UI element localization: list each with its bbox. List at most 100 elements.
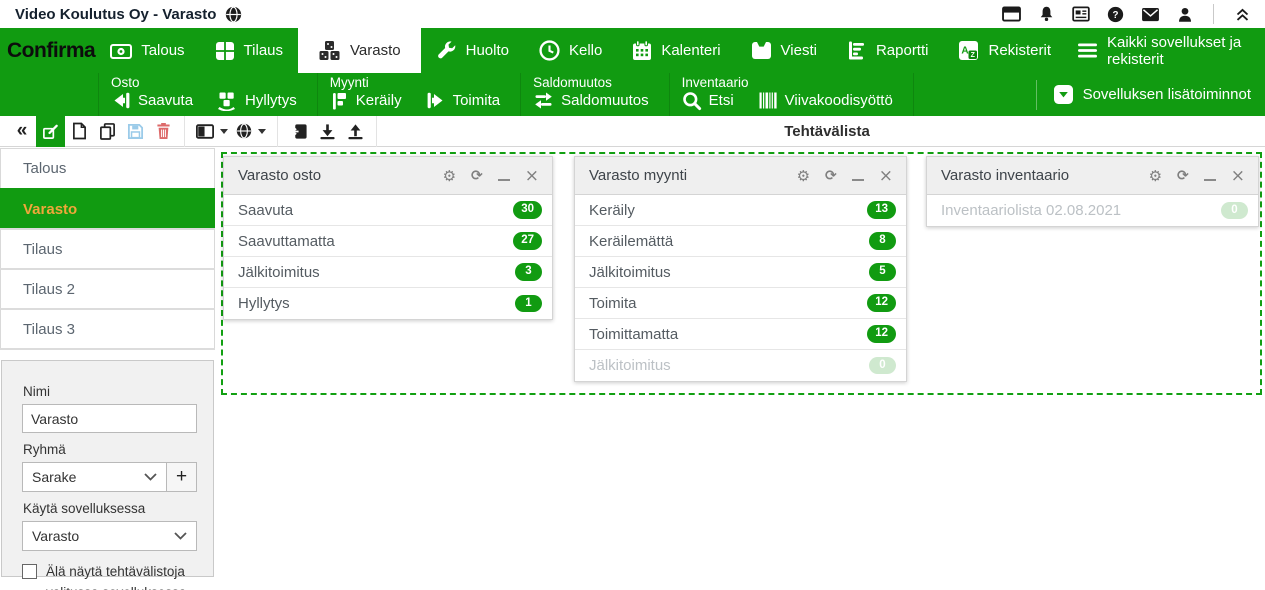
count-badge: 1 <box>515 294 542 313</box>
widget-close-icon[interactable]: × <box>878 165 893 186</box>
group-osto: Osto Saavuta Hyllytys <box>98 73 318 116</box>
action-label: Keräily <box>355 92 402 109</box>
tab-label: Rekisterit <box>988 42 1051 59</box>
user-icon[interactable] <box>1177 6 1193 23</box>
window-icon[interactable] <box>1002 6 1021 22</box>
svg-text:A: A <box>962 46 969 57</box>
task-label: Jälkitoimitus <box>589 357 671 374</box>
toolbar-divider <box>277 115 278 147</box>
tab-talous[interactable]: Talous <box>95 28 199 73</box>
help-icon[interactable]: ? <box>1107 6 1124 23</box>
widget-minimize-icon[interactable] <box>1203 179 1216 181</box>
tab-label: Varasto <box>350 42 401 59</box>
list-item-tilaus[interactable]: Tilaus <box>0 228 215 268</box>
export-card-button[interactable] <box>285 116 313 147</box>
content: Talous Varasto Tilaus Tilaus 2 Tilaus 3 … <box>0 148 1265 590</box>
action-hyllytys[interactable]: Hyllytys <box>217 91 297 111</box>
all-apps-label: Kaikki sovellukset ja rekisterit <box>1107 33 1242 68</box>
list-item-talous[interactable]: Talous <box>0 148 215 188</box>
task-row[interactable]: Toimittamatta 12 <box>575 319 906 350</box>
save-button[interactable] <box>121 116 149 147</box>
app-extra-actions-button[interactable]: Sovelluksen lisätoiminnot <box>1035 79 1265 110</box>
task-row[interactable]: Keräily 13 <box>575 195 906 226</box>
grid-icon <box>215 41 235 61</box>
task-row[interactable]: Saavuttamatta 27 <box>224 226 552 257</box>
dashboard-area: Varasto osto ⚙ ⟳ × Saavuta 30 Saavuttama… <box>218 148 1265 590</box>
layout-columns-button[interactable] <box>192 116 232 147</box>
count-badge: 30 <box>513 201 542 219</box>
widget-settings-icon[interactable]: ⚙ <box>1148 166 1163 185</box>
svg-text:?: ? <box>1113 9 1119 20</box>
task-row[interactable]: Toimita 12 <box>575 288 906 319</box>
task-row[interactable]: Saavuta 30 <box>224 195 552 226</box>
tab-huolto[interactable]: Huolto <box>421 28 524 73</box>
tab-label: Kalenteri <box>661 42 721 59</box>
widget-minimize-icon[interactable] <box>851 179 864 181</box>
task-row[interactable]: Inventaariolista 02.08.2021 0 <box>927 195 1258 226</box>
widget-varasto-myynti: Varasto myynti ⚙ ⟳ × Keräily 13 Keräilem… <box>574 156 907 382</box>
list-item-label: Tilaus 3 <box>23 320 75 338</box>
action-label: Saldomuutos <box>561 92 649 109</box>
task-row[interactable]: Hyllytys 1 <box>224 288 552 319</box>
copy-button[interactable] <box>93 116 121 147</box>
widget-minimize-icon[interactable] <box>497 179 510 181</box>
hamburger-icon <box>1078 42 1097 59</box>
action-keraily[interactable]: Keräily <box>330 91 402 111</box>
more-label: Sovelluksen lisätoiminnot <box>1082 86 1251 103</box>
group-select[interactable]: Sarake <box>22 462 167 492</box>
action-saldomuutos[interactable]: Saldomuutos <box>533 91 649 110</box>
hide-tasklists-checkbox[interactable] <box>22 564 37 579</box>
tab-label: Viesti <box>780 42 817 59</box>
task-row[interactable]: Jälkitoimitus 0 <box>575 350 906 381</box>
collapse-chevrons-icon[interactable] <box>1234 7 1251 22</box>
tab-raportti[interactable]: Raportti <box>832 28 944 73</box>
transfer-arrows-icon <box>533 91 554 110</box>
tab-label: Raportti <box>875 42 929 59</box>
news-icon[interactable] <box>1072 6 1090 22</box>
widget-refresh-icon[interactable]: ⟳ <box>471 167 483 184</box>
widget-refresh-icon[interactable]: ⟳ <box>825 167 837 184</box>
action-toimita[interactable]: Toimita <box>426 91 500 110</box>
collapse-sidebar-button[interactable]: « <box>16 120 28 141</box>
application-select[interactable]: Varasto <box>22 521 197 551</box>
all-apps-button[interactable]: Kaikki sovellukset ja rekisterit <box>1066 28 1265 73</box>
download-button[interactable] <box>313 116 341 147</box>
notifications-bell-icon[interactable] <box>1038 5 1055 23</box>
task-label: Jälkitoimitus <box>238 263 320 281</box>
task-row[interactable]: Keräilemättä 8 <box>575 226 906 257</box>
chevron-down-icon <box>174 532 187 540</box>
edit-button[interactable] <box>36 115 65 147</box>
tab-kello[interactable]: Kello <box>524 28 617 73</box>
upload-button[interactable] <box>341 116 369 147</box>
action-viivakoodisyotto[interactable]: Viivakoodisyöttö <box>758 91 893 110</box>
add-group-button[interactable]: + <box>167 462 197 492</box>
tab-kalenteri[interactable]: Kalenteri <box>617 28 735 73</box>
name-input[interactable] <box>22 404 197 433</box>
tasklist-properties-form: Nimi Ryhmä Sarake + Käytä sovelluksessa … <box>1 360 214 590</box>
tab-label: Talous <box>141 42 185 59</box>
widget-close-icon[interactable]: × <box>524 165 539 186</box>
dashboard-options-button[interactable] <box>232 116 270 147</box>
task-row[interactable]: Jälkitoimitus 3 <box>224 257 552 288</box>
tab-varasto[interactable]: Varasto <box>298 28 421 73</box>
globe-icon[interactable] <box>225 6 242 23</box>
delete-button[interactable] <box>149 116 177 147</box>
widget-settings-icon[interactable]: ⚙ <box>796 166 811 185</box>
group-saldomuutos: Saldomuutos Saldomuutos <box>521 73 670 116</box>
mail-icon[interactable] <box>1141 7 1160 22</box>
new-document-button[interactable] <box>65 116 93 147</box>
list-item-tilaus-3[interactable]: Tilaus 3 <box>0 308 215 348</box>
action-etsi[interactable]: Etsi <box>682 91 734 111</box>
task-row[interactable]: Jälkitoimitus 5 <box>575 257 906 288</box>
action-saavuta[interactable]: Saavuta <box>111 91 193 110</box>
wrench-icon <box>436 40 457 61</box>
widget-refresh-icon[interactable]: ⟳ <box>1177 167 1189 184</box>
widget-close-icon[interactable]: × <box>1230 165 1245 186</box>
widget-settings-icon[interactable]: ⚙ <box>442 166 457 185</box>
page-title: Tehtävälista <box>784 122 870 140</box>
tab-tilaus[interactable]: Tilaus <box>200 28 298 73</box>
list-item-varasto[interactable]: Varasto <box>0 188 215 228</box>
list-item-tilaus-2[interactable]: Tilaus 2 <box>0 268 215 308</box>
tab-viesti[interactable]: Viesti <box>736 28 832 73</box>
